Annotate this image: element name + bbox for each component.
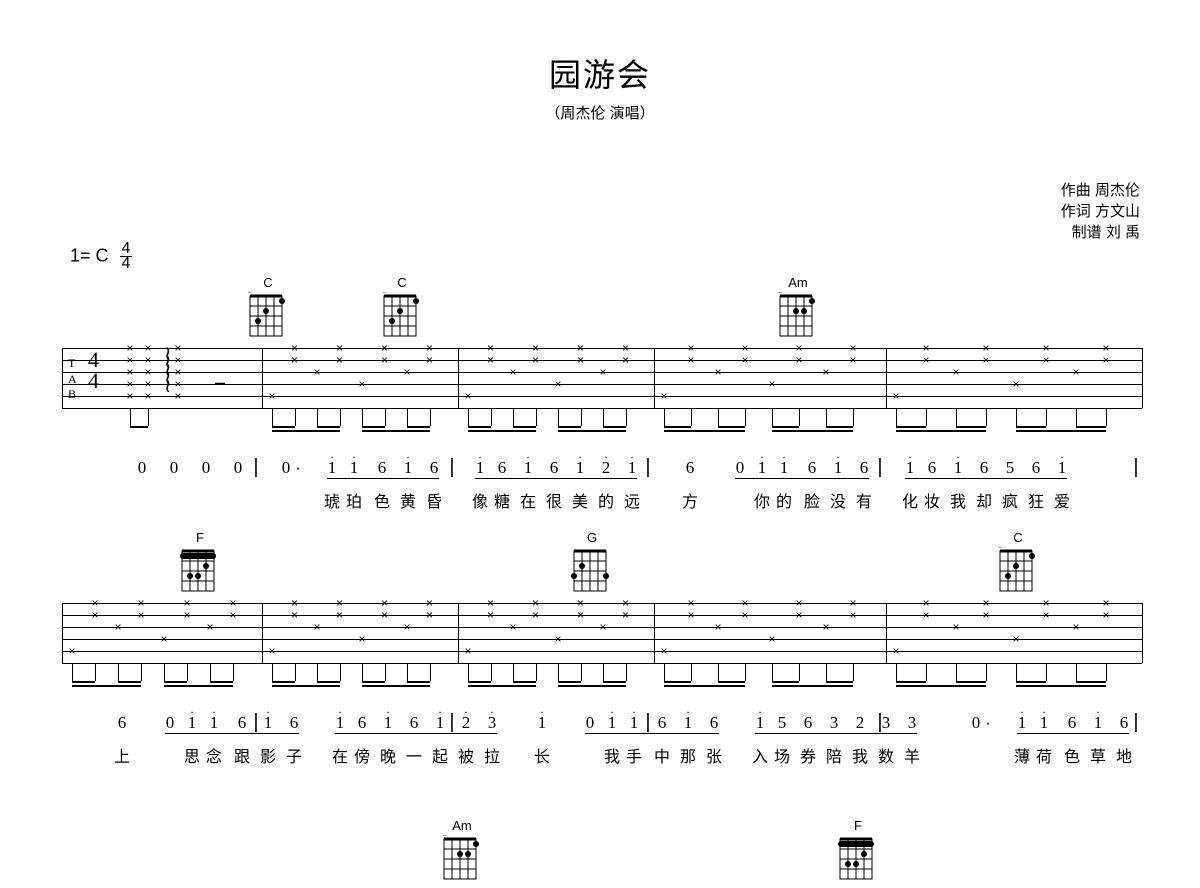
chord-grid-icon: × [996, 547, 1036, 595]
tab-lines: TAB44××××××××××≀≀≀≀≀×××××–××××××××××××××… [62, 348, 1142, 408]
composer-name: 周杰伦 [1095, 182, 1140, 199]
chord-diagram-c: C × [380, 275, 424, 345]
svg-text:×: × [778, 292, 782, 296]
tab-lines: ××××××××××××××××××××××××××××××××××××××××… [62, 603, 1142, 663]
sheet-music-page: 园游会 （周杰伦 演唱） 作曲 周杰伦 作词 方文山 制谱 刘 禹 1= C 4… [0, 50, 1200, 881]
chord-diagram-c: C × [246, 275, 290, 345]
chord-name: C [996, 530, 1040, 545]
tab-staff-1: TAB44××××××××××≀≀≀≀≀×××××–××××××××××××××… [62, 348, 1142, 408]
time-signature: 4 4 [120, 242, 133, 272]
chord-grid-icon [570, 547, 610, 595]
ts-den: 4 [120, 257, 133, 271]
svg-text:×: × [248, 292, 252, 296]
song-title: 园游会 [0, 50, 1200, 96]
tab-staff-2: ××××××××××××××××××××××××××××××××××××××××… [62, 603, 1142, 663]
svg-text:×: × [998, 547, 1002, 551]
chord-name: Am [776, 275, 820, 290]
chord-name: G [570, 530, 614, 545]
chord-name: C [246, 275, 290, 290]
chord-diagram-f: F [836, 818, 880, 888]
song-subtitle: （周杰伦 演唱） [0, 102, 1200, 123]
credits-block: 作曲 周杰伦 作词 方文山 制谱 刘 禹 [1061, 180, 1140, 243]
chord-diagram-g: G [570, 530, 614, 600]
transcriber-label: 制谱 [1072, 224, 1102, 241]
chord-diagram-am: Am × [776, 275, 820, 345]
lyricist-label: 作词 [1061, 203, 1091, 220]
chord-diagram-am: Am × [440, 818, 484, 888]
chord-grid-icon: × [440, 835, 480, 883]
chord-grid-icon: × [776, 292, 816, 340]
chord-grid-icon: × [380, 292, 420, 340]
lyricist-name: 方文山 [1095, 203, 1140, 220]
chord-grid-icon [178, 547, 218, 595]
key-text: 1= C [70, 246, 109, 266]
chord-diagram-f: F [178, 530, 222, 600]
chord-diagram-c: C × [996, 530, 1040, 600]
transcriber-name: 刘 禹 [1106, 224, 1140, 241]
composer-label: 作曲 [1061, 182, 1091, 199]
svg-text:×: × [442, 835, 446, 839]
chord-grid-icon: × [246, 292, 286, 340]
chord-name: F [178, 530, 222, 545]
chord-grid-icon [836, 835, 876, 883]
key-signature: 1= C 4 4 [70, 242, 132, 272]
chord-name: C [380, 275, 424, 290]
svg-text:×: × [382, 292, 386, 296]
